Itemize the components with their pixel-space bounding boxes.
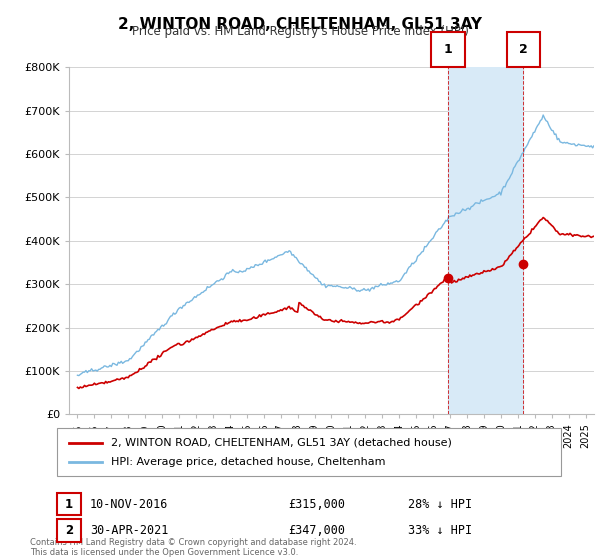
Text: 2, WINTON ROAD, CHELTENHAM, GL51 3AY: 2, WINTON ROAD, CHELTENHAM, GL51 3AY — [118, 17, 482, 32]
Text: 33% ↓ HPI: 33% ↓ HPI — [408, 524, 472, 537]
Text: 2, WINTON ROAD, CHELTENHAM, GL51 3AY (detached house): 2, WINTON ROAD, CHELTENHAM, GL51 3AY (de… — [111, 437, 452, 447]
Text: HPI: Average price, detached house, Cheltenham: HPI: Average price, detached house, Chel… — [111, 457, 386, 467]
Text: Price paid vs. HM Land Registry's House Price Index (HPI): Price paid vs. HM Land Registry's House … — [131, 25, 469, 38]
Text: 28% ↓ HPI: 28% ↓ HPI — [408, 497, 472, 511]
Text: 30-APR-2021: 30-APR-2021 — [90, 524, 169, 537]
Bar — [448, 67, 523, 414]
Text: 2: 2 — [519, 43, 528, 57]
Text: 1: 1 — [65, 497, 73, 511]
Text: 2: 2 — [65, 524, 73, 537]
Text: £347,000: £347,000 — [288, 524, 345, 537]
Text: 1: 1 — [443, 43, 452, 57]
Text: Contains HM Land Registry data © Crown copyright and database right 2024.
This d: Contains HM Land Registry data © Crown c… — [30, 538, 356, 557]
Text: 10-NOV-2016: 10-NOV-2016 — [90, 497, 169, 511]
Text: £315,000: £315,000 — [288, 497, 345, 511]
